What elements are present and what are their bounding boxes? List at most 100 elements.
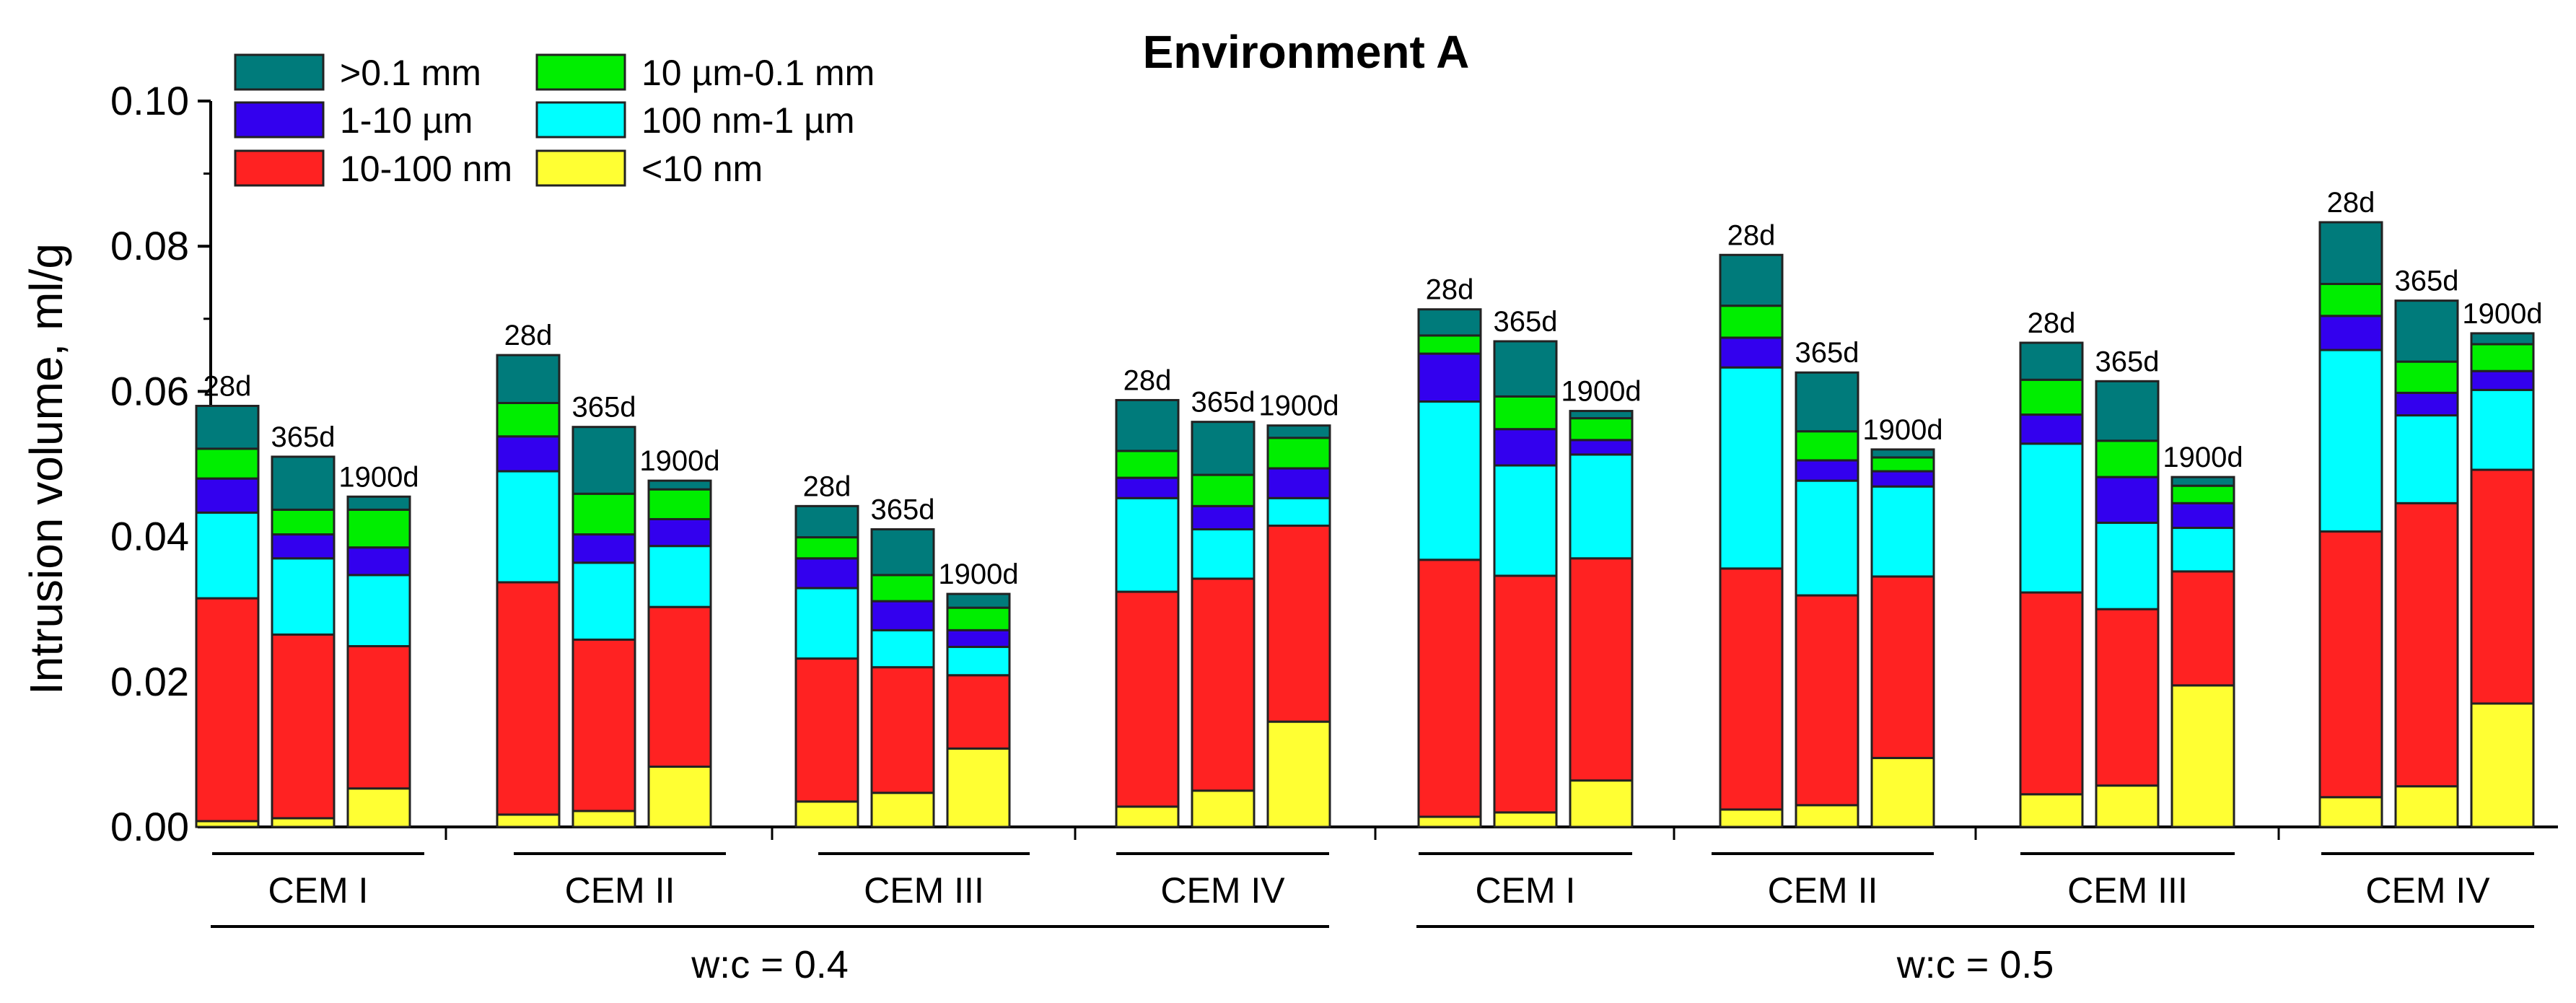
- bar-age-label: 365d: [871, 494, 935, 526]
- bar-segment: [2019, 442, 2084, 594]
- bar-segment: [1870, 485, 1935, 578]
- y-tick-label: 0.00: [110, 804, 189, 849]
- bar-segment: [2394, 414, 2459, 504]
- bar-age-label: 28d: [2327, 187, 2375, 219]
- bar-segment: [1795, 430, 1859, 462]
- bar-age-label: 1900d: [1862, 414, 1942, 446]
- bar-segment: [2470, 388, 2535, 471]
- legend-item: 1-10 µm: [234, 100, 473, 141]
- bar-segment: [2095, 476, 2160, 524]
- bar-segment: [794, 536, 859, 560]
- bar-segment: [1493, 574, 1558, 814]
- cement-group-label: CEM IV: [2365, 870, 2490, 911]
- bar-segment: [2019, 378, 2084, 416]
- y-tick-label: 0.04: [110, 514, 189, 559]
- stacked-bar: [2095, 380, 2160, 828]
- stacked-bar: [1115, 398, 1180, 828]
- bar-segment: [1493, 395, 1558, 431]
- bar-segment: [1795, 594, 1859, 807]
- cement-group-label: CEM III: [864, 870, 984, 911]
- bar-segment: [271, 557, 336, 636]
- bar-segment: [946, 592, 1011, 609]
- bar-segment: [195, 447, 260, 480]
- bar-segment: [870, 666, 935, 794]
- bar-segment: [647, 488, 712, 520]
- bar-segment: [794, 657, 859, 803]
- bar-segment: [1719, 366, 1784, 570]
- bar-segment: [1569, 439, 1634, 456]
- bar-segment: [1417, 308, 1482, 337]
- bar-segment: [2318, 796, 2383, 828]
- bar-segment: [2095, 439, 2160, 478]
- bar-segment: [647, 766, 712, 828]
- bar-segment: [2170, 527, 2235, 573]
- wc-group-label: w:c = 0.4: [691, 943, 849, 986]
- bar-segment: [1115, 496, 1180, 593]
- wc-group-label: w:c = 0.5: [1896, 943, 2054, 986]
- bar-segment: [1115, 590, 1180, 808]
- stacked-bar: [1191, 421, 1256, 828]
- bar-segment: [1493, 811, 1558, 828]
- bar-segment: [2470, 468, 2535, 705]
- bar-segment: [647, 605, 712, 768]
- bar-segment: [195, 477, 260, 514]
- stacked-bar: [271, 455, 336, 828]
- bar-segment: [1191, 528, 1256, 580]
- bar-segment: [1719, 808, 1784, 828]
- bar-segment: [1417, 559, 1482, 818]
- bar-segment: [271, 508, 336, 536]
- bar-segment: [1266, 720, 1331, 828]
- bar-segment: [870, 628, 935, 669]
- bar-segment: [2318, 283, 2383, 317]
- bar-segment: [794, 800, 859, 828]
- bar-segment: [870, 528, 935, 577]
- stacked-bar: [2394, 299, 2459, 828]
- bar-segment: [1266, 496, 1331, 527]
- bar-segment: [496, 470, 561, 584]
- bar-segment: [2470, 702, 2535, 828]
- bar-segment: [195, 511, 260, 600]
- stacked-bar: [1719, 253, 1784, 828]
- bar-age-label: 1900d: [2462, 298, 2542, 330]
- bar-segment: [1719, 336, 1784, 369]
- cement-group-label: CEM II: [565, 870, 675, 911]
- bar-segment: [794, 504, 859, 539]
- bar-segment: [2394, 299, 2459, 363]
- bar-segment: [647, 517, 712, 548]
- bar-age-label: 365d: [1494, 306, 1558, 338]
- bar-segment: [2170, 684, 2235, 828]
- bar-segment: [271, 533, 336, 560]
- bar-segment: [1569, 453, 1634, 560]
- bar-segment: [2095, 784, 2160, 828]
- bar-segment: [1115, 450, 1180, 479]
- bar-segment: [2318, 221, 2383, 286]
- legend-item: 10 µm-0.1 mm: [535, 53, 875, 93]
- bar-segment: [946, 747, 1011, 828]
- bar-segment: [1569, 417, 1634, 442]
- bar-segment: [346, 508, 411, 549]
- bar-segment: [1266, 525, 1331, 723]
- bar-segment: [2394, 785, 2459, 828]
- bar-segment: [1719, 305, 1784, 339]
- stacked-bar: [647, 479, 712, 828]
- chart-title: Environment A: [1143, 26, 1470, 78]
- bar-segment: [1569, 410, 1634, 420]
- bar-age-label: 1900d: [1561, 376, 1641, 408]
- bar-age-label: 365d: [271, 421, 336, 453]
- bar-segment: [2470, 343, 2535, 372]
- bar-segment: [2394, 360, 2459, 394]
- bar-segment: [1719, 253, 1784, 307]
- bar-segment: [346, 787, 411, 828]
- bar-segment: [946, 606, 1011, 631]
- bar-segment: [2394, 391, 2459, 417]
- bar-segment: [2095, 380, 2160, 442]
- stacked-bar: [870, 528, 935, 828]
- bar-segment: [2019, 591, 2084, 796]
- bar-segment: [571, 561, 636, 641]
- stacked-bar: [1417, 308, 1482, 828]
- bar-segment: [1493, 464, 1558, 577]
- bar-segment: [2470, 332, 2535, 346]
- legend-swatch: [535, 53, 626, 91]
- bar-segment: [1493, 428, 1558, 467]
